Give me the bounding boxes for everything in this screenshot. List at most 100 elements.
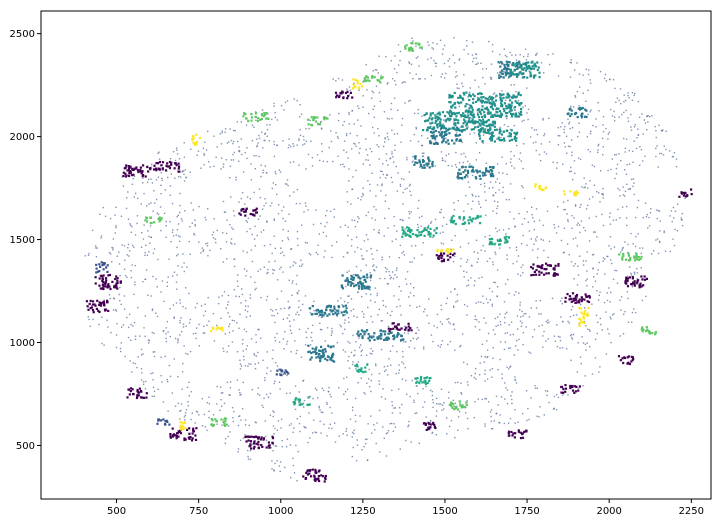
bulk-point <box>476 172 478 175</box>
bulk-point <box>516 315 519 317</box>
bulk-point <box>226 258 228 260</box>
cluster-point <box>310 116 313 119</box>
bulk-point <box>440 388 443 390</box>
cluster-point <box>488 128 491 131</box>
bulk-point <box>287 238 290 241</box>
cluster-point <box>513 138 516 141</box>
cluster-point <box>149 216 153 219</box>
bulk-point <box>174 337 177 340</box>
cluster-point <box>584 293 587 296</box>
bulk-point <box>388 207 390 210</box>
cluster-point <box>257 440 260 443</box>
bulk-point <box>600 170 602 172</box>
bulk-point <box>194 225 196 227</box>
bulk-point <box>448 58 451 60</box>
cluster-point <box>557 264 560 267</box>
cluster-point <box>357 330 360 333</box>
bulk-point <box>279 268 281 270</box>
bulk-point <box>370 315 372 318</box>
bulk-point <box>404 278 407 280</box>
cluster-point <box>481 105 484 108</box>
bulk-point <box>367 159 369 161</box>
cluster-point <box>340 311 343 314</box>
bulk-point <box>492 329 495 331</box>
bulk-point <box>292 464 295 467</box>
bulk-point <box>324 250 326 252</box>
cluster-point <box>478 174 481 177</box>
cluster-point <box>326 314 329 317</box>
bulk-point <box>164 355 166 358</box>
bulk-point <box>499 358 501 361</box>
bulk-point <box>585 279 587 282</box>
cluster-point <box>498 110 501 113</box>
cluster-point <box>107 274 110 277</box>
bulk-point <box>614 269 616 272</box>
bulk-point <box>258 155 260 158</box>
bulk-point <box>457 178 460 180</box>
cluster-point <box>245 117 248 120</box>
cluster-point <box>423 234 426 237</box>
cluster-point <box>448 127 451 130</box>
bulk-point <box>600 323 602 326</box>
cluster-point <box>499 139 502 142</box>
bulk-point <box>442 119 445 121</box>
cluster-point <box>625 278 628 281</box>
bulk-point <box>371 253 373 255</box>
cluster-point <box>210 418 213 421</box>
cluster-point <box>341 90 344 93</box>
bulk-point <box>684 197 686 200</box>
cluster-point <box>576 191 579 195</box>
bulk-point <box>417 112 419 115</box>
bulk-point <box>346 191 348 193</box>
bulk-point <box>586 342 588 344</box>
bulk-point <box>517 111 520 114</box>
cluster-point <box>298 403 301 406</box>
bulk-point <box>312 397 314 400</box>
bulk-point <box>613 313 615 315</box>
bulk-point <box>157 213 160 216</box>
bulk-point <box>574 205 577 207</box>
cluster-point <box>410 329 413 332</box>
cluster-point <box>248 435 251 438</box>
bulk-point <box>137 356 139 358</box>
bulk-point <box>610 168 612 171</box>
cluster-point <box>431 121 434 124</box>
bulk-point <box>665 148 667 151</box>
bulk-point <box>124 259 126 261</box>
bulk-point <box>216 146 218 148</box>
cluster-point <box>484 97 487 100</box>
cluster-point <box>468 117 471 120</box>
bulk-point <box>546 390 549 392</box>
bulk-point <box>597 149 599 151</box>
bulk-point <box>523 197 526 200</box>
bulk-point <box>157 258 159 261</box>
cluster-point <box>376 336 379 339</box>
bulk-point <box>181 266 183 268</box>
bulk-point <box>229 224 231 226</box>
bulk-point <box>409 292 412 294</box>
bulk-point <box>622 333 625 335</box>
cluster-point <box>95 267 98 270</box>
bulk-point <box>586 136 589 138</box>
bulk-point <box>170 241 172 243</box>
cluster-point <box>280 374 283 377</box>
cluster-point <box>503 102 506 105</box>
cluster-point <box>314 352 318 355</box>
bulk-point <box>354 349 356 352</box>
bulk-point <box>222 347 224 350</box>
bulk-point <box>212 237 215 239</box>
bulk-point <box>463 304 466 306</box>
cluster-point <box>434 137 437 140</box>
cluster-point <box>194 438 198 441</box>
bulk-point <box>631 286 634 288</box>
cluster-point <box>360 367 363 370</box>
bulk-point <box>363 316 365 318</box>
cluster-point <box>468 119 471 122</box>
cluster-point <box>180 424 183 427</box>
bulk-point <box>360 377 362 379</box>
bulk-point <box>319 328 322 331</box>
bulk-point <box>659 241 661 244</box>
bulk-point <box>231 319 234 322</box>
cluster-point <box>423 228 426 231</box>
bulk-point <box>475 53 477 56</box>
